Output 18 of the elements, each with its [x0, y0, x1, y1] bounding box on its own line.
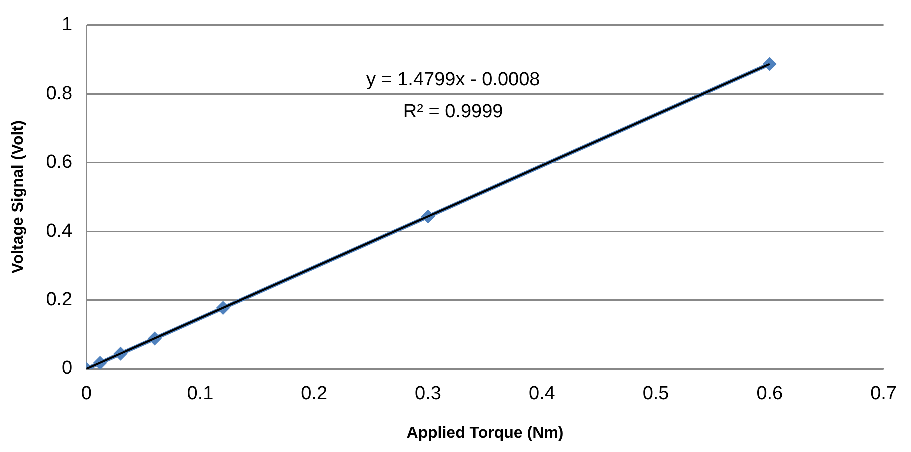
- x-tick-label: 0.5: [642, 384, 670, 405]
- y-tick-label: 1: [62, 14, 73, 36]
- y-tick-label: 0.8: [46, 83, 73, 104]
- y-axis-title: Voltage Signal (Volt): [10, 120, 28, 274]
- x-tick-label: 0.1: [187, 384, 214, 405]
- x-tick-label: 0.3: [415, 384, 442, 405]
- y-tick-label: 0.4: [46, 220, 74, 242]
- x-tick-label: 0.2: [301, 384, 328, 405]
- x-tick-label: 0.7: [870, 384, 898, 405]
- y-tick-label: 0.6: [46, 152, 73, 174]
- y-tick-label: 0.2: [46, 290, 73, 311]
- x-tick-label: 0: [81, 384, 92, 405]
- annotation: y = 1.4799x - 0.0008: [366, 70, 540, 91]
- x-tick-label: 0.4: [528, 384, 556, 405]
- annotation: R² = 0.9999: [403, 102, 504, 123]
- x-axis-title: Applied Torque (Nm): [406, 424, 564, 442]
- y-tick-label: 0: [62, 358, 73, 380]
- x-tick-label: 0.6: [756, 384, 784, 405]
